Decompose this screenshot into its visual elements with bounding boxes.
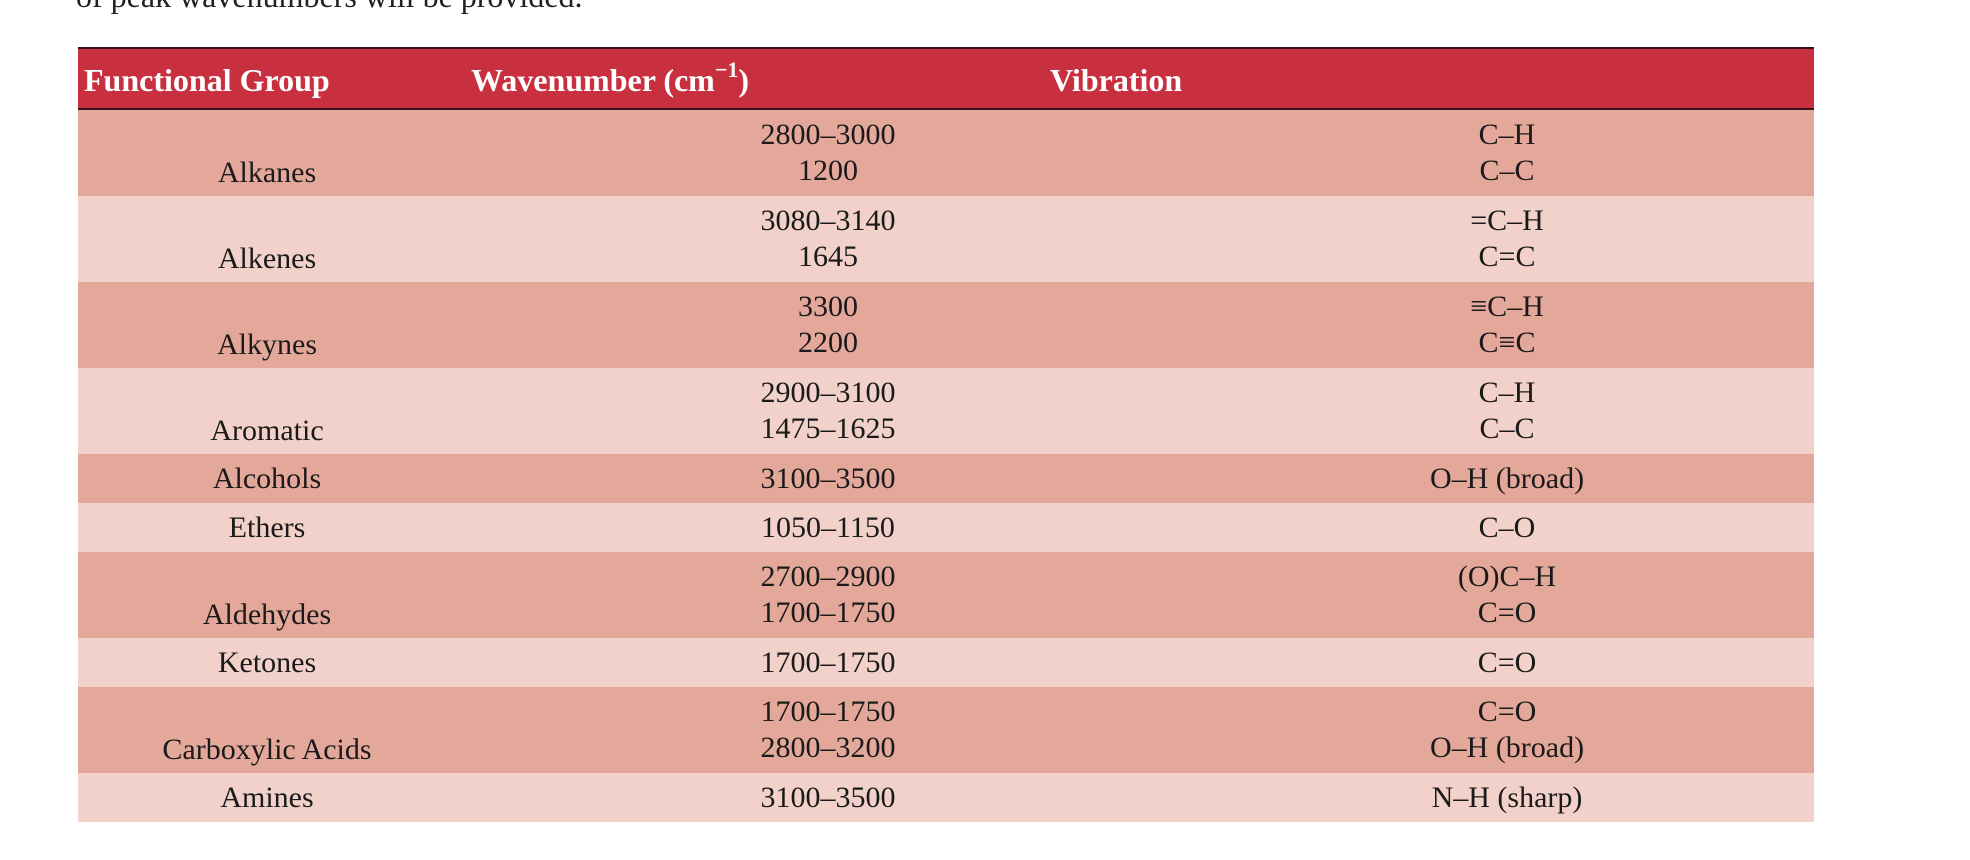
cell-functional-group: Aldehydes — [202, 598, 332, 631]
cell-functional-group: Alkenes — [217, 242, 317, 275]
wavenumber-value: 2800–3000 — [760, 118, 896, 151]
cell-vibration: =C–H C=C — [1200, 196, 1814, 282]
vibration-value: C=O — [1477, 596, 1537, 629]
table-row: Ketones 1700–1750 C=O — [78, 638, 1814, 687]
table-row: Aromatic 2900–3100 1475–1625 C–H C–C — [78, 368, 1814, 454]
wavenumber-value: 1475–1625 — [760, 412, 896, 445]
cell-vibration: (O)C–H C=O — [1200, 552, 1814, 638]
cell-functional-group: Carboxylic Acids — [162, 733, 372, 766]
vibration-value: C=O — [1477, 695, 1537, 728]
cell-functional-group: Alkynes — [217, 328, 317, 361]
cell-vibration: C–O — [1200, 503, 1814, 552]
ir-absorption-table: Functional Group Wavenumber (cm−1) Vibra… — [78, 47, 1814, 822]
cell-wavenumber: 3080–3140 1645 — [456, 196, 1200, 282]
vibration-value: C=O — [1477, 645, 1537, 679]
header-functional-group: Functional Group — [84, 62, 330, 98]
cell-wavenumber: 3100–3500 — [456, 454, 1200, 503]
cell-functional-group: Ethers — [228, 510, 306, 544]
vibration-value: C–O — [1478, 510, 1536, 544]
cell-wavenumber: 2700–2900 1700–1750 — [456, 552, 1200, 638]
wavenumber-value: 3300 — [798, 290, 858, 323]
table-row: Carboxylic Acids 1700–1750 2800–3200 C=O… — [78, 687, 1814, 773]
wavenumber-value: 1700–1750 — [760, 695, 896, 728]
wavenumber-value: 2800–3200 — [760, 731, 896, 764]
cell-wavenumber: 3100–3500 — [456, 773, 1200, 822]
wavenumber-value: 1200 — [798, 154, 858, 187]
cell-wavenumber: 3300 2200 — [456, 282, 1200, 368]
vibration-value: C–H — [1478, 118, 1536, 151]
table-row: Ethers 1050–1150 C–O — [78, 503, 1814, 552]
wavenumber-value: 1645 — [798, 240, 858, 273]
cell-wavenumber: 2800–3000 1200 — [456, 110, 1200, 196]
wavenumber-value: 3100–3500 — [760, 461, 896, 495]
table-row: Aldehydes 2700–2900 1700–1750 (O)C–H C=O — [78, 552, 1814, 638]
header-wavenumber-exponent: −1 — [714, 57, 739, 83]
cell-vibration: C–H C–C — [1200, 110, 1814, 196]
vibration-value: C=C — [1478, 240, 1536, 273]
cell-functional-group: Aromatic — [210, 414, 324, 447]
vibration-value: ≡C–H — [1470, 290, 1544, 323]
cell-functional-group: Alkanes — [217, 156, 317, 189]
table-header: Functional Group Wavenumber (cm−1) Vibra… — [78, 47, 1814, 110]
cell-wavenumber: 1700–1750 — [456, 638, 1200, 687]
table-row: Amines 3100–3500 N–H (sharp) — [78, 773, 1814, 822]
vibration-value: (O)C–H — [1457, 560, 1557, 593]
cell-vibration: C–H C–C — [1200, 368, 1814, 454]
vibration-value: O–H (broad) — [1429, 461, 1585, 495]
vibration-value: O–H (broad) — [1429, 731, 1585, 764]
vibration-value: C–H — [1478, 376, 1536, 409]
cell-vibration: C=O — [1200, 638, 1814, 687]
wavenumber-value: 2900–3100 — [760, 376, 896, 409]
header-wavenumber-suffix: ) — [738, 62, 750, 98]
table-row: Alkynes 3300 2200 ≡C–H C≡C — [78, 282, 1814, 368]
vibration-value: C–C — [1479, 154, 1535, 187]
cell-functional-group: Alcohols — [212, 461, 322, 495]
cell-wavenumber: 1700–1750 2800–3200 — [456, 687, 1200, 773]
header-wavenumber: Wavenumber (cm−1) — [471, 59, 750, 99]
wavenumber-value: 1700–1750 — [760, 596, 896, 629]
wavenumber-value: 1700–1750 — [760, 645, 896, 679]
cell-functional-group: Amines — [220, 780, 314, 814]
table-row: Alkenes 3080–3140 1645 =C–H C=C — [78, 196, 1814, 282]
vibration-value: =C–H — [1470, 204, 1544, 237]
header-wavenumber-prefix: Wavenumber (cm — [471, 62, 715, 98]
cell-functional-group: Ketones — [217, 645, 317, 679]
wavenumber-value: 2700–2900 — [760, 560, 896, 593]
wavenumber-value: 1050–1150 — [761, 510, 895, 544]
intro-text: of peak wavenumbers will be provided. — [76, 0, 583, 15]
cell-wavenumber: 2900–3100 1475–1625 — [456, 368, 1200, 454]
vibration-value: C≡C — [1478, 326, 1536, 359]
table-row: Alcohols 3100–3500 O–H (broad) — [78, 454, 1814, 503]
wavenumber-value: 3100–3500 — [760, 780, 896, 814]
vibration-value: C–C — [1479, 412, 1535, 445]
header-vibration: Vibration — [1050, 62, 1183, 98]
cell-wavenumber: 1050–1150 — [456, 503, 1200, 552]
cell-vibration: C=O O–H (broad) — [1200, 687, 1814, 773]
cell-vibration: ≡C–H C≡C — [1200, 282, 1814, 368]
cell-vibration: N–H (sharp) — [1200, 773, 1814, 822]
wavenumber-value: 2200 — [798, 326, 858, 359]
wavenumber-value: 3080–3140 — [760, 204, 896, 237]
vibration-value: N–H (sharp) — [1431, 780, 1583, 814]
table-row: Alkanes 2800–3000 1200 C–H C–C — [78, 110, 1814, 196]
cell-vibration: O–H (broad) — [1200, 454, 1814, 503]
